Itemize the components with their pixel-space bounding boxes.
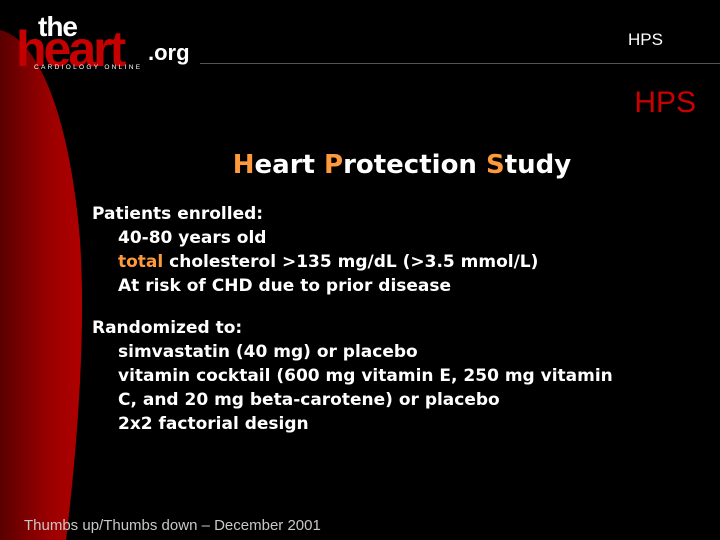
title-cap-p: P xyxy=(324,150,344,180)
randomization-item: vitamin cocktail (600 mg vitamin E, 250 … xyxy=(118,366,613,386)
enrollment-section: Patients enrolled: 40-80 years old total… xyxy=(92,202,538,298)
randomization-heading: Randomized to: xyxy=(92,318,243,338)
theheart-org-logo: the heart .org CARDIOLOGY ONLINE xyxy=(16,11,206,77)
header-label: HPS xyxy=(628,30,663,49)
logo-tagline: CARDIOLOGY ONLINE xyxy=(34,64,143,71)
title-cap-s: S xyxy=(486,150,505,180)
title-cap-h: H xyxy=(232,150,255,180)
slide-title: Heart Protection Study xyxy=(0,150,720,180)
cholesterol-text: cholesterol >135 mg/dL (>3.5 mmol/L) xyxy=(163,252,539,272)
enrollment-risk: At risk of CHD due to prior disease xyxy=(118,276,452,296)
logo-heart-text: heart xyxy=(16,21,126,77)
title-text-2: rotection xyxy=(343,150,486,180)
randomization-section: Randomized to: simvastatin (40 mg) or pl… xyxy=(92,316,613,436)
logo-the-text: the xyxy=(38,11,78,42)
header-rule xyxy=(200,63,720,64)
title-text-3: tudy xyxy=(504,150,572,180)
enrollment-cholesterol: total cholesterol >135 mg/dL (>3.5 mmol/… xyxy=(92,250,538,274)
title-text-1: eart xyxy=(254,150,324,180)
randomization-item: 2x2 factorial design xyxy=(118,414,309,434)
cholesterol-highlight: total xyxy=(118,252,164,272)
randomization-item: C, and 20 mg beta-carotene) or placebo xyxy=(118,390,500,410)
enrollment-age: 40-80 years old xyxy=(118,228,267,248)
logo-org-text: .org xyxy=(148,40,190,65)
randomization-item: simvastatin (40 mg) or placebo xyxy=(118,342,418,362)
slide-code: HPS xyxy=(634,86,696,119)
footer-caption: Thumbs up/Thumbs down – December 2001 xyxy=(24,517,321,534)
enrollment-heading: Patients enrolled: xyxy=(92,204,264,224)
